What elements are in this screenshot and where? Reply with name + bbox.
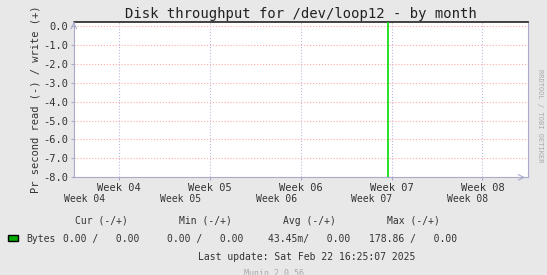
Text: RRDTOOL / TOBI OETIKER: RRDTOOL / TOBI OETIKER (537, 69, 543, 162)
Text: Bytes: Bytes (26, 234, 56, 244)
Text: 0.00 /   0.00: 0.00 / 0.00 (63, 234, 139, 244)
Text: 0.00 /   0.00: 0.00 / 0.00 (167, 234, 243, 244)
Y-axis label: Pr second read (-) / write (+): Pr second read (-) / write (+) (31, 6, 40, 193)
Text: Max (-/+): Max (-/+) (387, 216, 439, 226)
Text: 43.45m/   0.00: 43.45m/ 0.00 (268, 234, 350, 244)
Text: Cur (-/+): Cur (-/+) (75, 216, 127, 226)
Text: Week 06: Week 06 (255, 194, 297, 204)
Text: 178.86 /   0.00: 178.86 / 0.00 (369, 234, 457, 244)
Text: Munin 2.0.56: Munin 2.0.56 (243, 269, 304, 275)
Text: Min (-/+): Min (-/+) (179, 216, 231, 226)
Text: Last update: Sat Feb 22 16:25:07 2025: Last update: Sat Feb 22 16:25:07 2025 (197, 252, 415, 262)
Text: Week 04: Week 04 (64, 194, 106, 204)
Text: Week 08: Week 08 (447, 194, 488, 204)
Title: Disk throughput for /dev/loop12 - by month: Disk throughput for /dev/loop12 - by mon… (125, 7, 477, 21)
Text: Week 05: Week 05 (160, 194, 201, 204)
Text: Avg (-/+): Avg (-/+) (283, 216, 335, 226)
Text: Week 07: Week 07 (351, 194, 393, 204)
